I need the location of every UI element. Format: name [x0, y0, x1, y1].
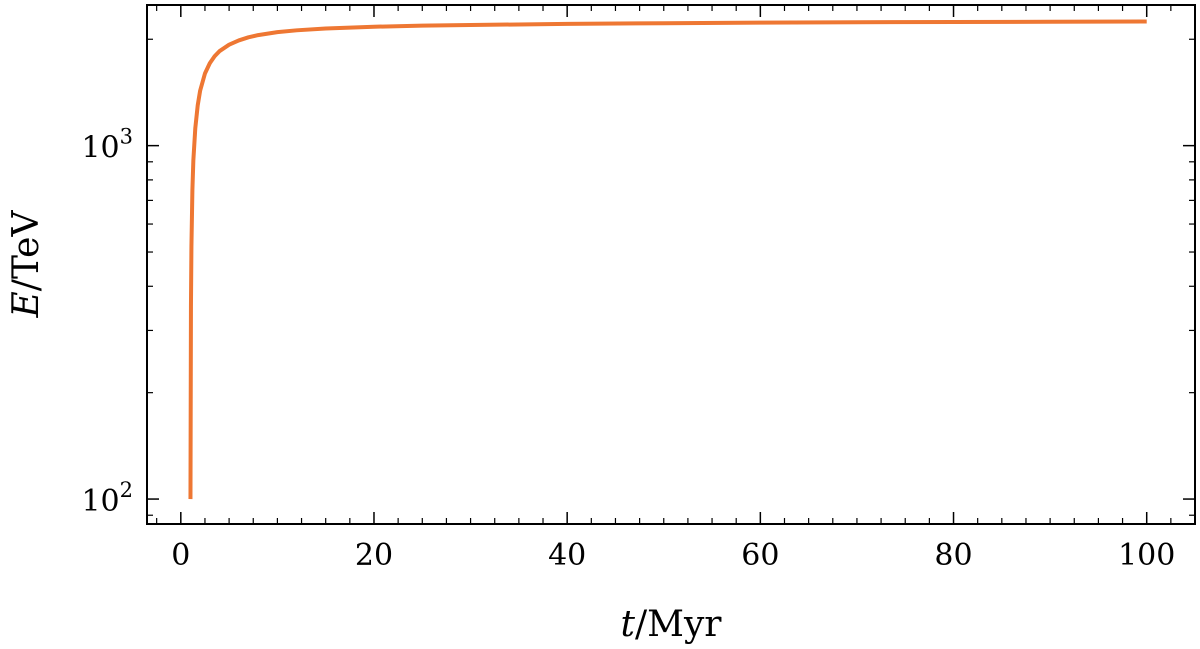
y-tick-label-exponent: 3 — [120, 125, 133, 149]
series-line — [188, 19, 1147, 500]
x-axis-label-unit: /Myr — [635, 604, 722, 645]
x-axis-label: t/Myr — [620, 604, 722, 645]
x-tick-label: 60 — [741, 538, 779, 573]
y-tick-label-base: 10 — [81, 484, 119, 519]
x-axis-label-symbol: t — [620, 604, 635, 645]
x-tick-label: 80 — [934, 538, 972, 573]
y-axis-label-unit: /TeV — [6, 210, 47, 292]
y-axis-label-symbol: E — [6, 291, 47, 318]
plot-frame — [146, 4, 1196, 525]
x-tick-label: 20 — [355, 538, 393, 573]
y-axis-label: E/TeV — [6, 210, 47, 319]
x-tick-label: 40 — [548, 538, 586, 573]
x-tick-label: 0 — [171, 538, 190, 573]
series-layer — [188, 19, 1147, 500]
y-tick-label-exponent: 2 — [120, 478, 133, 502]
axis-ticks — [147, 5, 1195, 524]
y-tick-label-base: 10 — [81, 131, 119, 166]
y-tick-label: 103 — [81, 125, 133, 166]
y-tick-label: 102 — [81, 478, 133, 519]
x-tick-label: 100 — [1118, 538, 1175, 573]
